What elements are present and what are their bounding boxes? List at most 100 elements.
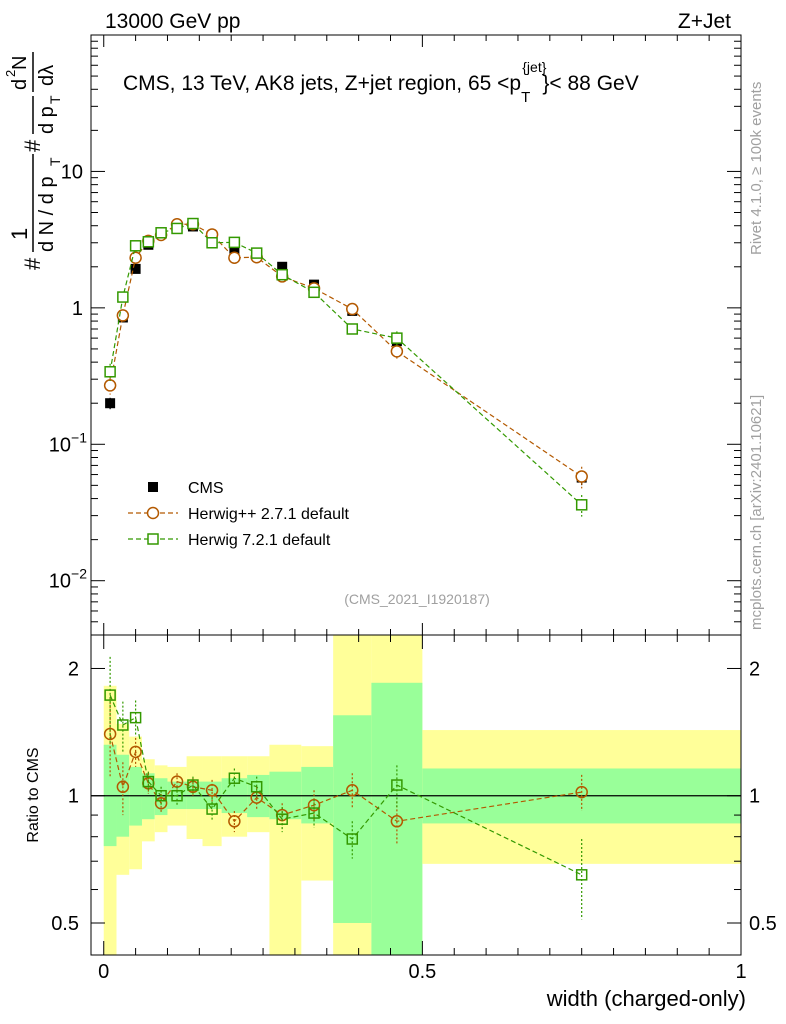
ratio-x-tick-label: 0	[98, 961, 109, 983]
ratio-series-layer	[103, 656, 588, 920]
ylabel-denominator: d N / d p	[36, 176, 58, 252]
data-point-herwigpp	[575, 470, 588, 483]
data-point-herwigpp	[390, 345, 404, 358]
title-end: }< 88 GeV	[542, 72, 638, 95]
plot-title: CMS, 13 TeV, AK8 jets, Z+jet region, 65 …	[123, 59, 639, 106]
ylabel-one: 1	[7, 228, 32, 240]
legend-marker-herwig7	[147, 533, 159, 545]
tick-base: 10	[49, 434, 71, 456]
ratio-point-herwig7	[346, 833, 359, 845]
legend: CMS Herwig++ 2.7.1 default Herwig 7.2.1 de…	[128, 480, 350, 549]
ratio-point-herwig7	[117, 719, 129, 731]
data-point-herwig7	[206, 237, 218, 249]
ratio-y-tick-label-right: 1	[749, 786, 760, 808]
ratio-point-herwig7	[104, 689, 116, 701]
data-point-herwig7	[308, 286, 320, 299]
data-point-cms	[105, 398, 116, 409]
ratio-point-herwig7	[228, 772, 241, 784]
ratio-point-herwig7	[250, 781, 263, 793]
tick-exponent: −1	[71, 429, 87, 445]
ratio-point-herwigpp	[116, 780, 130, 794]
ratio-point-herwigpp	[129, 745, 142, 759]
ylabel-dpt-sub: T	[47, 95, 63, 104]
ratio-x-tick-label: 1	[735, 961, 746, 983]
ratio-panel-frame	[90, 634, 742, 956]
main-series-line	[109, 223, 583, 478]
ratio-point-herwig7	[129, 711, 142, 724]
tick-base: 10	[49, 571, 71, 593]
data-point-herwig7	[129, 240, 142, 252]
ratio-series-line	[109, 694, 582, 876]
ratio-point-herwig7	[171, 789, 183, 802]
ratio-point-herwigpp	[228, 815, 241, 828]
tick-base: 1	[72, 298, 83, 320]
data-point-herwig7	[575, 499, 588, 511]
main-y-tick-label: 10−2	[49, 566, 87, 593]
main-series-layer	[103, 217, 588, 517]
ylabel-dlambda: dλ	[36, 65, 58, 86]
ratio-point-herwigpp	[154, 796, 168, 810]
mcplots-label: mcplots.cern.ch [arXiv:2401.10621]	[748, 395, 765, 630]
title-sup: {jet}	[522, 59, 546, 75]
ratio-point-herwig7	[276, 813, 288, 825]
data-point-herwig7	[142, 236, 155, 248]
data-point-herwigpp	[103, 379, 117, 392]
analysis-id: (CMS_2021_I1920187)	[344, 591, 490, 607]
ratio-axis-ticks: 0 0.5 1 0.5 0.5 1 1 2 2	[51, 635, 777, 983]
ylabel-hash-top: #	[0, 127, 3, 140]
ylabel-N: N	[9, 56, 31, 70]
ratio-y-tick-label: 2	[68, 658, 79, 680]
ylabel-hash-2: #	[20, 139, 45, 152]
ratio-y-axis-label: Ratio to CMS	[25, 747, 42, 842]
ratio-point-herwigpp	[103, 727, 117, 741]
main-y-tick-label: 10	[61, 161, 83, 183]
legend-label: Herwig 7.2.1 default	[188, 532, 331, 549]
ratio-point-herwig7	[308, 807, 320, 819]
data-point-herwigpp	[116, 309, 130, 322]
data-point-herwig7	[391, 332, 403, 344]
data-point-herwigpp	[228, 251, 241, 264]
data-point-herwigpp	[346, 302, 359, 316]
ratio-point-herwigpp	[575, 785, 588, 799]
ratio-point-herwig7	[142, 775, 155, 788]
data-point-herwig7	[117, 291, 129, 303]
ratio-point-herwigpp	[346, 784, 359, 797]
main-y-tick-label: 10−1	[49, 429, 87, 456]
ratio-y-tick-label-right: 0.5	[749, 913, 777, 935]
legend-marker-cms	[148, 482, 158, 492]
data-point-herwig7	[228, 236, 241, 249]
data-point-herwig7	[187, 217, 199, 230]
ratio-y-tick-label: 1	[68, 786, 79, 808]
title-main: CMS, 13 TeV, AK8 jets, Z+jet region, 65 …	[123, 72, 521, 95]
data-point-herwigpp	[129, 251, 142, 264]
data-point-herwig7	[104, 366, 116, 378]
tick-base: 10	[61, 161, 83, 183]
legend-label: Herwig++ 2.7.1 default	[188, 506, 350, 523]
energy-label: 13000 GeV pp	[105, 10, 240, 33]
legend-label: CMS	[188, 480, 224, 497]
process-label: Z+Jet	[678, 10, 731, 33]
ratio-point-herwigpp	[390, 815, 404, 828]
ratio-point-herwig7	[155, 789, 167, 802]
legend-marker-herwigpp	[146, 506, 160, 520]
ratio-point-herwig7	[575, 869, 588, 881]
main-y-tick-label: 1	[72, 298, 83, 320]
ylabel-dpt: d p	[36, 106, 58, 134]
ylabel-denominator-sub: T	[47, 157, 63, 166]
main-series-line	[109, 222, 583, 506]
ratio-uncertainty-bands	[91, 635, 741, 955]
rivet-version-label: Rivet 4.1.0, ≥ 100k events	[748, 82, 765, 255]
data-point-cms	[229, 244, 240, 255]
tick-exponent: −2	[71, 566, 87, 582]
data-point-herwig7	[250, 247, 263, 259]
ylabel-sup: 2	[3, 70, 18, 77]
ratio-series-line	[109, 733, 582, 823]
data-point-herwig7	[346, 323, 359, 335]
data-point-herwig7	[276, 268, 288, 281]
ratio-y-tick-label-right: 2	[749, 658, 760, 680]
ylabel-d: d	[9, 79, 31, 90]
